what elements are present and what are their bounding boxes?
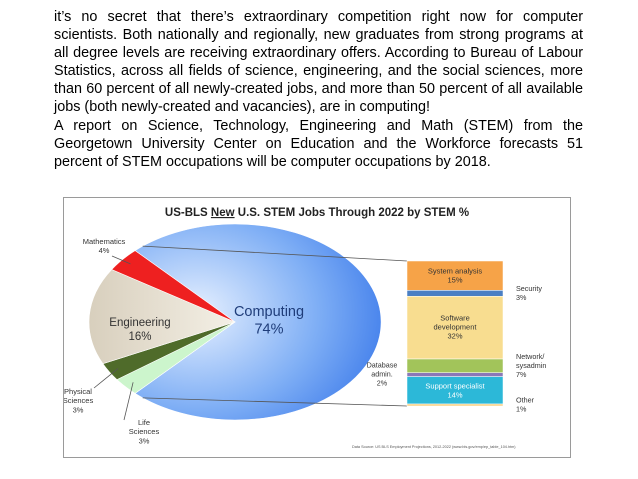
slice-label-physical-sciences: Physical Sciences 3% <box>64 387 93 414</box>
breakdown-bar-database-admin <box>406 372 504 377</box>
breakdown-label-database-admin: Database admin. 2% <box>367 361 398 388</box>
leader-line-mathematics <box>111 255 131 265</box>
breakdown-label-support-specialist: Support specialist 14% <box>425 381 485 399</box>
pie-slice-engineering <box>88 269 236 365</box>
slice-label-mathematics: Mathematics 4% <box>83 237 126 255</box>
breakdown-bar-system-analysis <box>406 260 504 291</box>
breakdown-label-security: Security 3% <box>516 284 542 302</box>
chart-svg: US-BLS New U.S. STEM Jobs Through 2022 b… <box>63 207 547 449</box>
data-source-note: Data Source: US BLS Employment Projectio… <box>352 445 516 449</box>
breakdown-label-system-analysis: System analysis 15% <box>428 267 482 285</box>
breakdown-bar-other <box>406 403 504 407</box>
breakdown-bar-support-specialist <box>406 376 504 405</box>
paragraph: A report on Science, Technology, Enginee… <box>54 117 583 170</box>
slice-label-engineering: Engineering 16% <box>109 317 170 343</box>
connector-line-bottom <box>142 397 408 407</box>
pie-slice-computing <box>134 223 382 421</box>
leader-line-life-sciences <box>123 382 134 421</box>
breakdown-label-software-development: Software development 32% <box>434 314 478 341</box>
chart-title: US-BLS New U.S. STEM Jobs Through 2022 b… <box>165 207 469 219</box>
breakdown-bar-security <box>406 290 504 297</box>
breakdown-bar-network-sysadmin <box>406 358 504 373</box>
slice-label-life-sciences: Life Sciences 3% <box>129 418 160 445</box>
pie-slice-mathematics <box>111 250 236 323</box>
stem-jobs-chart: US-BLS New U.S. STEM Jobs Through 2022 b… <box>63 197 571 458</box>
leader-line-physical-sciences <box>93 368 119 389</box>
breakdown-label-other: Other 1% <box>516 396 535 414</box>
breakdown-bar-software-development <box>406 296 504 360</box>
body-text: it’s no secret that there’s extraordinar… <box>54 8 583 171</box>
paragraph: it’s no secret that there’s extraordinar… <box>54 9 583 116</box>
breakdown-label-network-sysadmin: Network/sysadmin 7% <box>516 352 546 379</box>
slice-label-computing: Computing 74% <box>234 304 304 338</box>
connector-line-top <box>142 245 408 262</box>
